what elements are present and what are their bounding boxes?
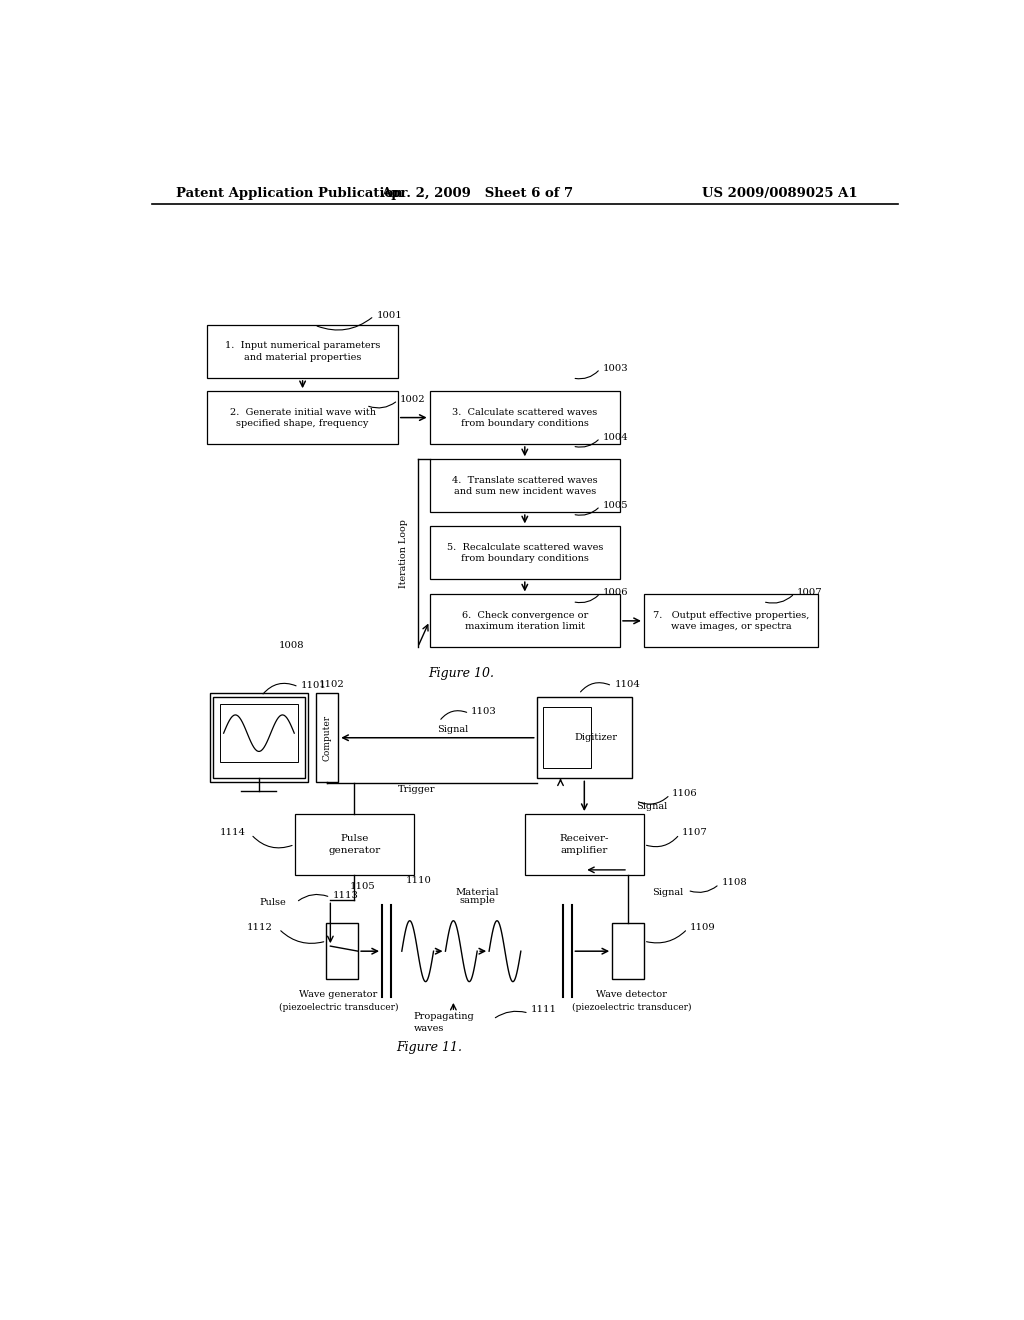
Text: (piezoelectric transducer): (piezoelectric transducer) [572, 1002, 691, 1011]
Text: 7.   Output effective properties,
wave images, or spectra: 7. Output effective properties, wave ima… [653, 611, 809, 631]
Text: Figure 11.: Figure 11. [396, 1040, 463, 1053]
FancyBboxPatch shape [327, 923, 358, 979]
Text: 1109: 1109 [690, 923, 716, 932]
Text: 1110: 1110 [406, 876, 432, 886]
FancyBboxPatch shape [537, 697, 632, 779]
FancyBboxPatch shape [295, 814, 414, 875]
FancyBboxPatch shape [543, 708, 591, 768]
Text: 1008: 1008 [279, 642, 304, 651]
FancyBboxPatch shape [612, 923, 644, 979]
Text: Wave generator: Wave generator [299, 990, 378, 999]
Text: sample: sample [459, 896, 496, 906]
Text: 1113: 1113 [333, 891, 358, 900]
FancyBboxPatch shape [430, 459, 620, 512]
Text: Signal: Signal [652, 888, 683, 898]
Text: 1111: 1111 [531, 1005, 557, 1014]
Text: 1004: 1004 [602, 433, 629, 442]
Text: Pulse
generator: Pulse generator [328, 834, 380, 854]
Text: 1006: 1006 [602, 589, 628, 598]
Text: waves: waves [414, 1024, 444, 1034]
Text: Wave detector: Wave detector [597, 990, 668, 999]
Text: 1.  Input numerical parameters
and material properties: 1. Input numerical parameters and materi… [225, 342, 380, 362]
Text: Signal: Signal [437, 725, 469, 734]
Text: Figure 10.: Figure 10. [428, 667, 495, 680]
Text: Iteration Loop: Iteration Loop [399, 519, 408, 587]
Text: 1112: 1112 [247, 923, 273, 932]
Text: 4.  Translate scattered waves
and sum new incident waves: 4. Translate scattered waves and sum new… [452, 475, 598, 496]
Text: 1107: 1107 [682, 829, 708, 837]
Text: Material: Material [456, 888, 499, 898]
Text: Patent Application Publication: Patent Application Publication [176, 187, 402, 201]
Text: 1103: 1103 [471, 708, 497, 717]
FancyBboxPatch shape [524, 814, 644, 875]
Text: 6.  Check convergence or
maximum iteration limit: 6. Check convergence or maximum iteratio… [462, 611, 588, 631]
Text: 1108: 1108 [722, 878, 748, 887]
FancyBboxPatch shape [316, 693, 338, 783]
FancyBboxPatch shape [430, 391, 620, 444]
Text: Trigger: Trigger [397, 784, 435, 793]
Text: 1104: 1104 [614, 680, 640, 689]
FancyBboxPatch shape [430, 527, 620, 579]
Text: 1105: 1105 [349, 882, 375, 891]
FancyBboxPatch shape [430, 594, 620, 647]
FancyBboxPatch shape [220, 704, 298, 762]
Text: Signal: Signal [636, 801, 668, 810]
Text: 1002: 1002 [399, 395, 425, 404]
Text: 2.  Generate initial wave with
specified shape, frequency: 2. Generate initial wave with specified … [229, 408, 376, 428]
Text: (piezoelectric transducer): (piezoelectric transducer) [279, 1002, 398, 1011]
Text: Computer: Computer [323, 714, 332, 760]
Text: 1003: 1003 [602, 364, 628, 372]
FancyBboxPatch shape [207, 391, 397, 444]
Text: 1102: 1102 [318, 680, 344, 689]
Text: Receiver-
amplifier: Receiver- amplifier [559, 834, 609, 854]
Text: 1101: 1101 [301, 681, 327, 690]
FancyBboxPatch shape [644, 594, 818, 647]
FancyBboxPatch shape [213, 697, 304, 779]
Text: 1114: 1114 [219, 829, 246, 837]
FancyBboxPatch shape [207, 325, 397, 378]
Text: 1007: 1007 [797, 589, 822, 598]
Text: Pulse: Pulse [259, 899, 286, 907]
Text: Digitizer: Digitizer [574, 733, 617, 742]
Text: Apr. 2, 2009   Sheet 6 of 7: Apr. 2, 2009 Sheet 6 of 7 [381, 187, 573, 201]
Text: Propagating: Propagating [414, 1012, 474, 1022]
Text: 1001: 1001 [377, 312, 402, 319]
Text: 1005: 1005 [602, 502, 628, 510]
Text: US 2009/0089025 A1: US 2009/0089025 A1 [702, 187, 858, 201]
Text: 5.  Recalculate scattered waves
from boundary conditions: 5. Recalculate scattered waves from boun… [446, 543, 603, 562]
Text: 3.  Calculate scattered waves
from boundary conditions: 3. Calculate scattered waves from bounda… [453, 408, 597, 428]
Text: 1106: 1106 [672, 788, 697, 797]
